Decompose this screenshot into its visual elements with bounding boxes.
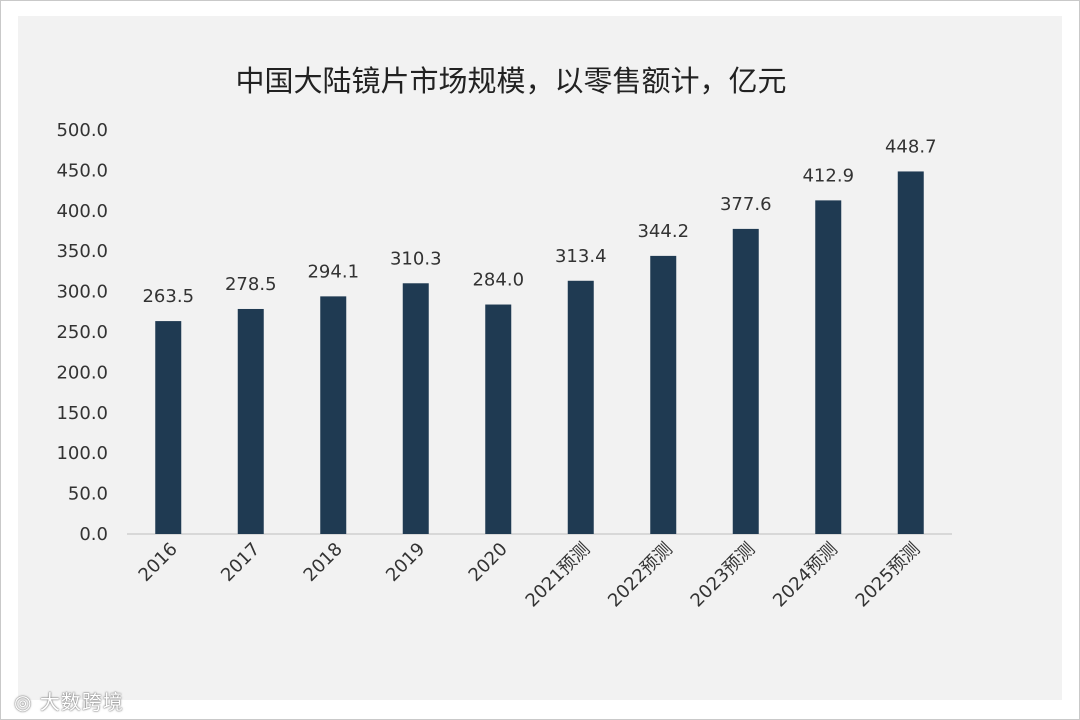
- y-tick-label: 250.0: [56, 322, 108, 343]
- data-label: 284.0: [472, 270, 524, 291]
- data-label: 412.9: [802, 165, 854, 186]
- x-axis: 2016 2017 2018 2019 2020 2021预测 2022预测 2023预测 20…: [135, 539, 925, 612]
- data-label: 294.1: [307, 261, 359, 282]
- y-tick-label: 300.0: [56, 282, 108, 303]
- x-tick-label: 2018: [300, 539, 347, 586]
- x-tick-label: 2020: [465, 539, 512, 586]
- bar: [485, 304, 512, 534]
- data-label: 313.4: [555, 246, 607, 267]
- data-label: 377.6: [720, 194, 772, 215]
- bar: [567, 280, 594, 534]
- bar: [237, 308, 264, 534]
- bar: [155, 321, 182, 534]
- x-tick-label: 2017: [217, 539, 264, 586]
- y-tick-label: 350.0: [56, 241, 108, 262]
- y-tick-label: 450.0: [56, 160, 108, 181]
- x-tick-label: 2022预测: [604, 539, 677, 612]
- bar: [402, 283, 429, 534]
- x-tick-label: 2016: [135, 539, 182, 586]
- data-label: 344.2: [637, 221, 689, 242]
- data-label: 310.3: [390, 248, 442, 269]
- watermark-text: 大数跨境: [39, 690, 124, 714]
- logo-icon: ◎: [14, 690, 40, 714]
- x-tick-label: 2023预测: [687, 539, 760, 612]
- data-label: 263.5: [142, 286, 194, 307]
- y-tick-label: 500.0: [56, 120, 108, 141]
- bars-group: [155, 171, 924, 535]
- chart-title: 中国大陆镜片市场规模，以零售额计，亿元: [235, 64, 786, 98]
- bar: [815, 200, 842, 534]
- bar: [650, 255, 677, 534]
- y-tick-label: 50.0: [68, 484, 108, 505]
- bar: [897, 171, 924, 535]
- bar: [320, 296, 347, 534]
- y-axis: 0.0 50.0 100.0 150.0 200.0 250.0 300.0 350.0 400…: [56, 120, 108, 545]
- x-tick-label: 2025预测: [852, 539, 925, 612]
- data-label: 448.7: [885, 136, 937, 157]
- bar: [732, 228, 759, 534]
- x-tick-label: 2021预测: [522, 539, 595, 612]
- y-tick-label: 200.0: [56, 362, 108, 383]
- watermark: ◎ 大数跨境: [14, 686, 124, 715]
- x-tick-label: 2024预测: [769, 539, 842, 612]
- data-labels-group: 263.5 278.5 294.1 310.3 284.0 313.4 344.2 377.6…: [142, 136, 936, 307]
- y-tick-label: 100.0: [56, 443, 108, 464]
- data-label: 278.5: [225, 274, 277, 295]
- y-tick-label: 150.0: [56, 403, 108, 424]
- y-tick-label: 0.0: [79, 524, 108, 545]
- x-tick-label: 2019: [382, 539, 429, 586]
- y-tick-label: 400.0: [56, 201, 108, 222]
- chart-panel: [18, 16, 1062, 700]
